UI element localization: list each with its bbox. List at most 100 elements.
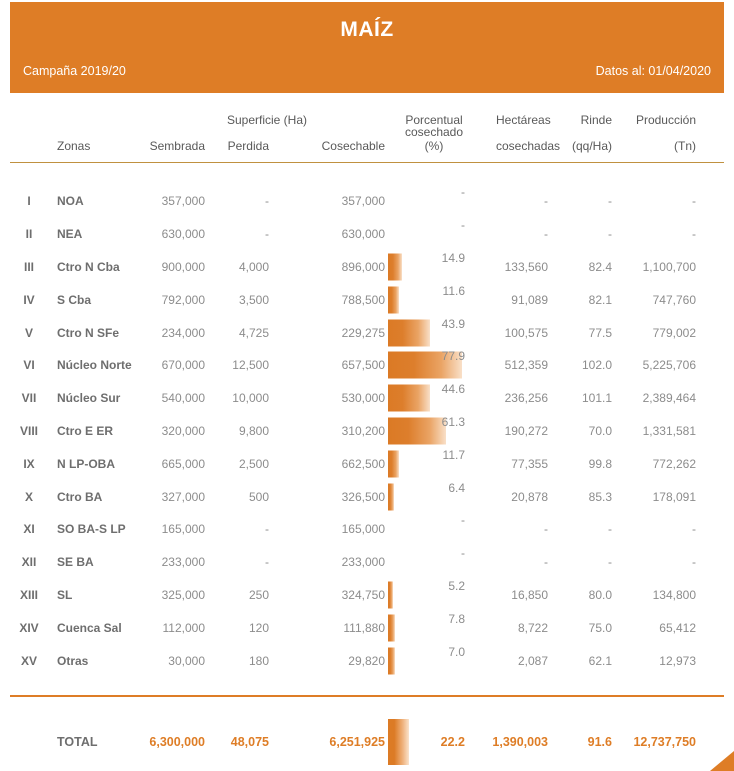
cell-cosechable: 229,275 <box>341 325 385 340</box>
pct-label: 7.0 <box>448 644 465 659</box>
cell-perdida: 500 <box>248 489 269 504</box>
cell-cosechable: 165,000 <box>341 522 385 537</box>
cell-perdida: 4,000 <box>238 259 269 274</box>
cell-sembrada: 165,000 <box>161 522 205 537</box>
cell-porcentual: - <box>386 185 468 218</box>
zone-name: Ctro N SFe <box>57 325 120 340</box>
cell-porcentual: - <box>386 546 468 579</box>
zone-name: Cuenca Sal <box>57 620 122 635</box>
cell-cosechable: 788,500 <box>341 292 385 307</box>
cell-produccion: 12,973 <box>659 653 696 668</box>
total-separator-rule <box>10 695 724 697</box>
cell-hectareas: - <box>544 227 548 242</box>
cell-hectareas: - <box>544 522 548 537</box>
pct-bar <box>388 319 430 347</box>
total-porcentual: 22.2 <box>386 697 468 771</box>
cell-sembrada: 233,000 <box>161 555 205 570</box>
cell-produccion: - <box>692 194 696 209</box>
zone-numeral: I <box>27 194 31 209</box>
cell-hectareas: 91,089 <box>511 292 548 307</box>
cell-rinde: 62.1 <box>588 653 612 668</box>
cell-sembrada: 900,000 <box>161 259 205 274</box>
cell-hectareas: - <box>544 555 548 570</box>
zone-name: Núcleo Norte <box>57 358 132 373</box>
cell-hectareas: 16,850 <box>511 587 548 602</box>
cell-sembrada: 357,000 <box>161 194 205 209</box>
cell-rinde: - <box>608 194 612 209</box>
cell-produccion: - <box>692 555 696 570</box>
cell-produccion: 779,002 <box>652 325 696 340</box>
cell-produccion: 134,800 <box>652 587 696 602</box>
pct-label: 77.9 <box>441 349 465 364</box>
cell-sembrada: 327,000 <box>161 489 205 504</box>
cell-produccion: - <box>692 522 696 537</box>
pct-label: - <box>461 513 465 528</box>
zone-numeral: XIV <box>19 620 39 635</box>
pct-label: 5.2 <box>448 578 465 593</box>
cell-produccion: 5,225,706 <box>642 358 696 373</box>
cell-perdida: 3,500 <box>238 292 269 307</box>
cell-rinde: 85.3 <box>588 489 612 504</box>
cell-produccion: 2,389,464 <box>642 391 696 406</box>
pct-bar <box>388 253 403 281</box>
cell-porcentual: 11.6 <box>386 283 468 316</box>
data-date-label: Datos al: 01/04/2020 <box>595 64 711 78</box>
column-header-zonas: Zonas <box>57 139 91 153</box>
pct-label: - <box>461 185 465 200</box>
table-row: III Ctro N Cba 900,000 4,000 896,000 14.… <box>10 251 724 284</box>
table-row: XIII SL 325,000 250 324,750 5.2 16,850 8… <box>10 579 724 612</box>
zone-numeral: VII <box>21 391 37 406</box>
cell-cosechable: 29,820 <box>348 653 385 668</box>
campaign-label: Campaña 2019/20 <box>23 64 126 78</box>
zone-numeral: XV <box>20 653 37 668</box>
column-header-hectareas-line2: cosechadas <box>496 139 561 153</box>
cell-hectareas: 190,272 <box>504 423 548 438</box>
cell-perdida: - <box>265 194 269 209</box>
pct-label: 14.9 <box>441 250 465 265</box>
pct-label: - <box>461 218 465 233</box>
zone-name: Núcleo Sur <box>57 391 121 406</box>
total-sembrada: 6,300,000 <box>149 735 205 749</box>
total-perdida: 48,075 <box>230 735 269 749</box>
column-header-cosechable: Cosechable <box>321 139 385 153</box>
column-header-superficie-group: Superficie (Ha) <box>226 113 308 127</box>
cell-sembrada: 540,000 <box>161 391 205 406</box>
zone-numeral: XII <box>21 555 37 570</box>
cell-rinde: 102.0 <box>581 358 612 373</box>
page-title: MAÍZ <box>340 18 394 41</box>
cell-hectareas: 8,722 <box>517 620 548 635</box>
table-body: I NOA 357,000 - 357,000 - - - - II NEA 6… <box>10 185 724 677</box>
pct-label: 7.8 <box>448 611 465 626</box>
cell-porcentual: 44.6 <box>386 382 468 415</box>
table-row: VII Núcleo Sur 540,000 10,000 530,000 44… <box>10 382 724 415</box>
cell-porcentual: - <box>386 513 468 546</box>
zone-numeral: XI <box>23 522 35 537</box>
cell-produccion: - <box>692 227 696 242</box>
cell-sembrada: 665,000 <box>161 456 205 471</box>
cell-cosechable: 357,000 <box>341 194 385 209</box>
zone-numeral: XIII <box>19 587 38 602</box>
pct-bar <box>388 614 396 642</box>
cell-rinde: 80.0 <box>588 587 612 602</box>
cell-cosechable: 324,750 <box>341 587 385 602</box>
table-row: II NEA 630,000 - 630,000 - - - - <box>10 218 724 251</box>
cell-hectareas: 236,256 <box>504 391 548 406</box>
cell-porcentual: 14.9 <box>386 251 468 284</box>
cell-perdida: - <box>265 522 269 537</box>
pct-label: 11.7 <box>442 447 465 462</box>
cell-cosechable: 326,500 <box>341 489 385 504</box>
cell-perdida: 4,725 <box>238 325 269 340</box>
cell-hectareas: 133,560 <box>504 259 548 274</box>
cell-porcentual: 77.9 <box>386 349 468 382</box>
corner-fold-icon <box>710 751 734 771</box>
cell-rinde: 82.4 <box>588 259 612 274</box>
pct-bar <box>388 351 462 379</box>
table-row: XV Otras 30,000 180 29,820 7.0 2,087 62.… <box>10 644 724 677</box>
column-header-rinde-line2: (qq/Ha) <box>571 139 612 153</box>
pct-label: 43.9 <box>441 316 465 331</box>
zone-name: Otras <box>57 653 89 668</box>
pct-bar <box>388 450 400 478</box>
zone-name: Ctro N Cba <box>57 259 120 274</box>
pct-bar <box>388 417 447 445</box>
